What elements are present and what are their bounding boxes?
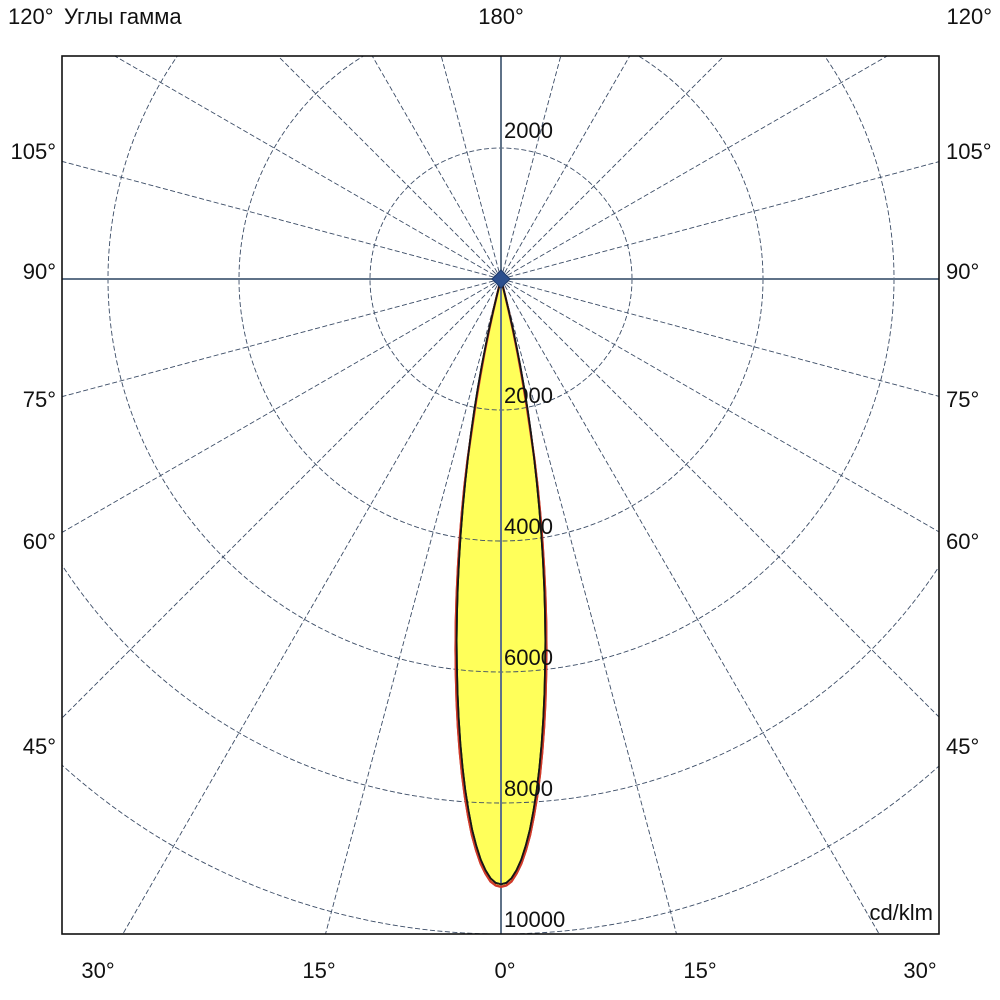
ring-label-6000: 6000	[504, 645, 553, 670]
angle-label-bottom-30-left: 30°	[81, 958, 115, 983]
angle-label-right-45: 45°	[946, 734, 980, 759]
angle-label-top-left: 120°	[8, 4, 54, 29]
ring-label-4000: 4000	[504, 514, 553, 539]
angle-label-right-90: 90°	[946, 259, 980, 284]
ring-label-8000: 8000	[504, 776, 553, 801]
angle-label-right-60: 60°	[946, 529, 980, 554]
angle-label-left-75: 75°	[22, 387, 56, 412]
angle-label-left-105: 105°	[10, 139, 56, 164]
angle-label-bottom-15-right: 15°	[683, 958, 717, 983]
angle-label-top-center: 180°	[478, 4, 524, 29]
chart-title: Углы гамма	[64, 4, 182, 29]
angle-label-bottom-30-right: 30°	[903, 958, 937, 983]
ring-label-10000: 10000	[504, 907, 566, 932]
units-label: cd/klm	[869, 900, 933, 925]
ring-label-2000-top: 2000	[504, 118, 553, 143]
ring-label-2000: 2000	[504, 383, 553, 408]
angle-label-left-60: 60°	[22, 529, 56, 554]
angle-label-right-105: 105°	[946, 139, 992, 164]
angle-label-bottom-15-left: 15°	[302, 958, 336, 983]
angle-label-left-45: 45°	[22, 734, 56, 759]
angle-label-bottom-0: 0°	[494, 958, 516, 983]
angle-label-top-right: 120°	[946, 4, 992, 29]
angle-label-left-90: 90°	[22, 259, 56, 284]
angle-label-right-75: 75°	[946, 387, 980, 412]
